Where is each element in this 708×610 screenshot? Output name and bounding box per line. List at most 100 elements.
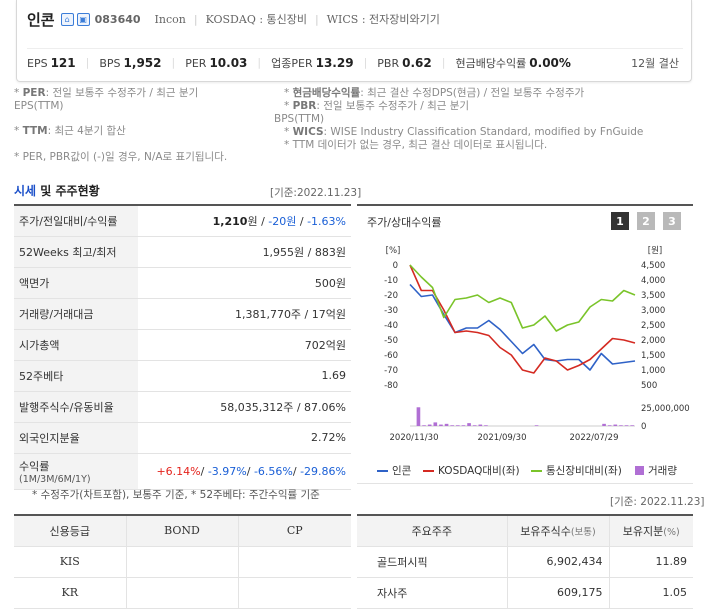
y-left-tick-label: -40 [384,321,398,331]
table-row: 52Weeks 최고/최저 1,955원 / 883원 [14,236,351,268]
volume-bar [439,424,443,426]
volume-bar [619,425,623,426]
series-line-0 [409,283,636,371]
stock-code: 083640 [94,12,141,26]
legend-item-volume: 거래량 [635,463,677,478]
company-header: 인콘 ⌂ ▣ 083640 Incon | KOSDAQ : 통신장비 | WI… [16,0,692,82]
bond-rating [126,546,239,578]
volume-bar [534,425,539,426]
returns-value: +6.14%/ -3.97%/ -6.56%/ -29.86% [138,453,351,490]
metric-sector-per: 업종PER 13.29 [271,55,354,70]
column-header: BOND [126,515,239,547]
holder-name[interactable]: 골드퍼시픽 [357,546,508,578]
row-value: 2.72% [138,422,351,454]
holder-shares: 6,902,434 [507,546,610,578]
legend-item-incon: 인콘 [377,463,411,478]
row-label: 시가총액 [14,329,138,361]
table-header-row: 신용등급 BOND CP [14,515,351,547]
y-left-tick-label: -70 [384,366,398,376]
volume-bar [478,424,483,426]
cp-rating [238,577,351,609]
row-label: 발행주식수/유동비율 [14,391,138,423]
volume-bar [461,425,466,426]
note-ttm: * TTM: 최근 4분기 합산 [14,125,126,137]
note-dividend: * 현금배당수익률: 최근 결산 수정DPS(현금) / 전일 보통주 수정주가 [284,87,585,99]
note-negative: * PER, PBR값이 (-)일 경우, N/A로 표기됩니다. [14,151,228,163]
chart-page-3-button[interactable]: 3 [663,212,681,230]
chart-title: 주가/상대수익률 [367,216,442,229]
row-label: 거래량/거래대금 [14,298,138,330]
table-row: KIS [14,546,351,578]
y-left-unit: [%] [386,246,401,256]
volume-bar [433,422,438,426]
volume-bar [613,424,618,426]
row-label: 52Weeks 최고/최저 [14,236,138,268]
home-icon[interactable]: ⌂ [60,12,74,26]
note-pbr: * PBR: 전일 보통주 수정주가 / 최근 분기 [284,100,470,112]
series-line-1 [409,264,636,374]
fiscal-year-end: 12월 결산 [631,56,679,70]
building-icon[interactable]: ▣ [76,12,90,26]
divider: | [315,12,319,26]
column-header: 보유지분(%) [609,515,693,547]
header-title-row: 인콘 ⌂ ▣ 083640 Incon | KOSDAQ : 통신장비 | WI… [27,9,440,29]
credit-rating-table: 신용등급 BOND CP KIS KR [14,514,351,609]
volume-bar [472,425,477,426]
table-row: 자사주 609,175 1.05 [357,577,693,609]
volume-bar [416,407,421,426]
volume-bar [630,425,634,426]
y-left-tick-label: -20 [384,291,398,301]
header-metrics-row: EPS 121 | BPS 1,952 | PER 10.03 | 업종PER 13.29 | … [27,48,683,76]
column-header: 보유주식수(보통) [507,515,610,547]
chart-page-2-button[interactable]: 2 [637,212,655,230]
volume-bar [444,423,449,426]
table-row: 거래량/거래대금 1,381,770주 / 17억원 [14,298,351,330]
column-header: 신용등급 [14,515,127,547]
volume-bar [484,425,488,426]
note-ttm-missing: * TTM 데이터가 없는 경우, 최근 결산 데이터로 표시됩니다. [284,139,548,151]
table-row: 시가총액 702억원 [14,329,351,361]
holder-percent: 11.89 [609,546,693,578]
holder-name[interactable]: 자사주 [357,577,508,609]
chart-page-1-button[interactable]: 1 [611,212,629,230]
note-per-cont: EPS(TTM) [14,100,64,112]
metric-pbr: PBR 0.62 [377,55,432,70]
x-tick-label: 2020/11/30 [390,433,439,443]
y-left-tick-label: -30 [384,306,398,316]
metric-dividend-yield: 현금배당수익률 0.00% [455,55,571,70]
chart-panel: 주가/상대수익률 1 2 3 [%] [원] 0 -10 -20 -30 -40 -50 -60… [357,204,693,484]
note-pbr-cont: BPS(TTM) [274,113,325,125]
table-header-row: 주요주주 보유주식수(보통) 보유지분(%) [357,515,693,547]
row-value: 702억원 [138,329,351,361]
row-label: 수익률 (1M/3M/6M/1Y) [14,453,138,490]
metric-bps: BPS 1,952 [99,55,162,70]
x-tick-label: 2022/07/29 [570,433,619,443]
y-left-tick-label: 0 [393,261,398,271]
volume-bar [607,425,612,426]
metric-per: PER 10.03 [185,55,248,70]
market-sector: KOSDAQ : 통신장비 [205,13,308,26]
holder-shares: 609,175 [507,577,610,609]
holder-percent: 1.05 [609,577,693,609]
y-right-unit: [원] [648,246,662,256]
legend-item-sector: 통신장비대비(좌) [531,463,622,478]
divider: | [193,12,198,26]
row-value: 1,381,770주 / 17억원 [138,298,351,330]
cp-rating [238,546,351,578]
y-right-tick-label: 3,000 [641,306,665,316]
row-label: 액면가 [14,267,138,299]
table-row: 52주베타 1.69 [14,360,351,392]
series-line-2 [409,264,636,332]
y-right-tick-label: 1,500 [641,351,665,361]
row-label: 외국인지분율 [14,422,138,454]
table-row: 수익률 (1M/3M/6M/1Y) +6.14%/ -3.97%/ -6.56%/… [14,453,351,490]
agency-name: KR [14,577,127,609]
y-right-tick-label: 1,000 [641,366,665,376]
note-wics: * WICS: WISE Industry Classification Sta… [284,126,644,138]
volume-bar [450,425,454,426]
volume-bar [602,423,606,426]
column-header: 주요주주 [357,515,508,547]
price-footnote: * 수정주가(차트포함), 보통주 기준, * 52주베타: 주간수익률 기준 [32,489,320,501]
y-left-tick-label: -10 [384,276,398,286]
right-basis-date: [기준: 2022.11.23] [610,496,705,508]
